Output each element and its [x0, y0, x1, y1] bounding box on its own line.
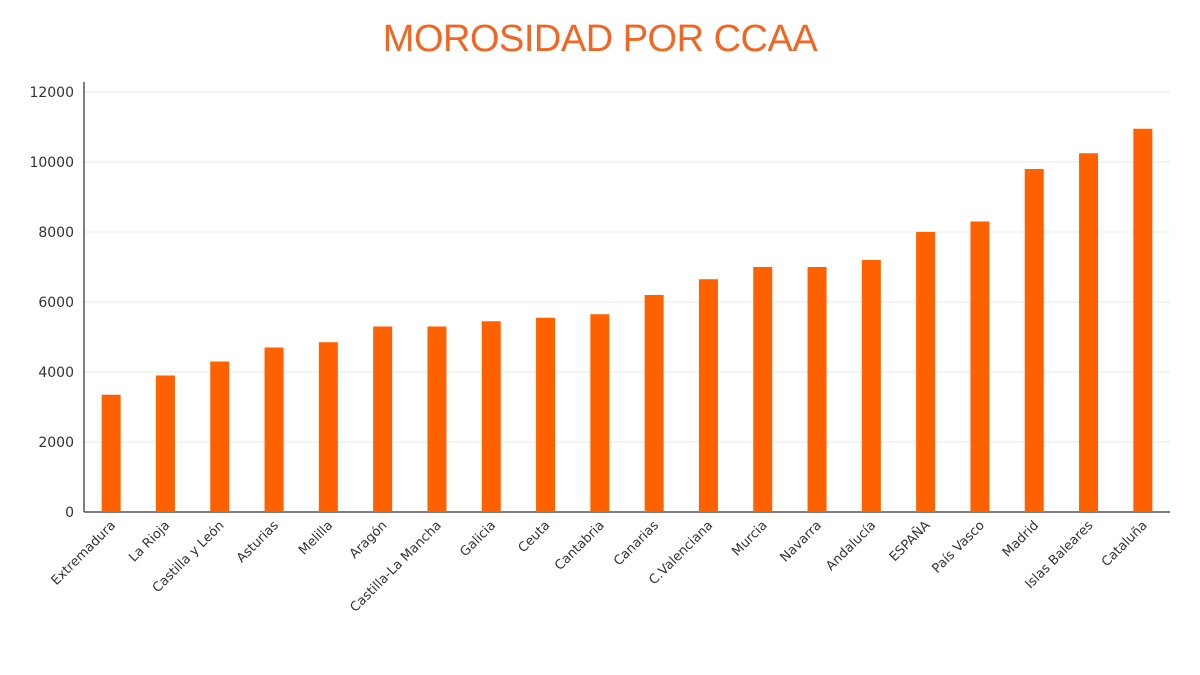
y-tick-label: 12000	[29, 85, 74, 101]
bar	[861, 260, 881, 512]
y-tick-label: 2000	[38, 435, 74, 451]
bar	[101, 394, 121, 512]
x-tick-label: ESPAÑA	[886, 517, 933, 564]
x-tick-label: Aragón	[347, 518, 391, 562]
x-tick-label: Canarias	[611, 518, 662, 569]
x-tick-label: Melilla	[296, 518, 336, 558]
y-tick-label: 6000	[38, 295, 74, 311]
bar	[1133, 128, 1153, 512]
bar	[264, 347, 284, 512]
y-tick-label: 10000	[29, 155, 74, 171]
bar	[1079, 153, 1099, 512]
bar	[590, 314, 610, 512]
bar	[807, 267, 827, 512]
bar	[373, 326, 393, 512]
x-tick-label: Castilla-La Mancha	[348, 518, 445, 615]
x-tick-label: Madrid	[1000, 518, 1042, 560]
y-tick-label: 8000	[38, 225, 74, 241]
y-tick-label: 0	[65, 505, 74, 521]
x-tick-label: Navarra	[778, 518, 825, 565]
x-tick-label: Murcia	[729, 518, 770, 559]
x-tick-label: Cataluña	[1099, 518, 1151, 570]
x-tick-label: Galicia	[457, 518, 499, 560]
bar	[481, 321, 501, 512]
x-tick-label: Ceuta	[516, 518, 554, 556]
bar	[427, 326, 447, 512]
y-tick-label: 4000	[38, 365, 74, 381]
x-tick-label: Cantabria	[552, 518, 608, 574]
bar	[698, 279, 718, 512]
bar	[210, 361, 230, 512]
bar	[1024, 169, 1044, 512]
x-tick-label: La Rioja	[126, 518, 173, 565]
bar	[155, 375, 175, 512]
x-tick-label: Andalucía	[823, 518, 879, 574]
bar	[536, 317, 556, 512]
x-tick-label: País Vasco	[929, 518, 987, 576]
bar	[318, 342, 338, 512]
bar	[970, 221, 990, 512]
x-tick-label: Asturias	[234, 518, 282, 566]
bar	[753, 267, 773, 512]
bar	[644, 295, 664, 512]
chart-title: MOROSIDAD POR CCAA	[382, 18, 818, 60]
x-tick-label: Extremadura	[49, 518, 119, 588]
bar	[916, 232, 936, 512]
